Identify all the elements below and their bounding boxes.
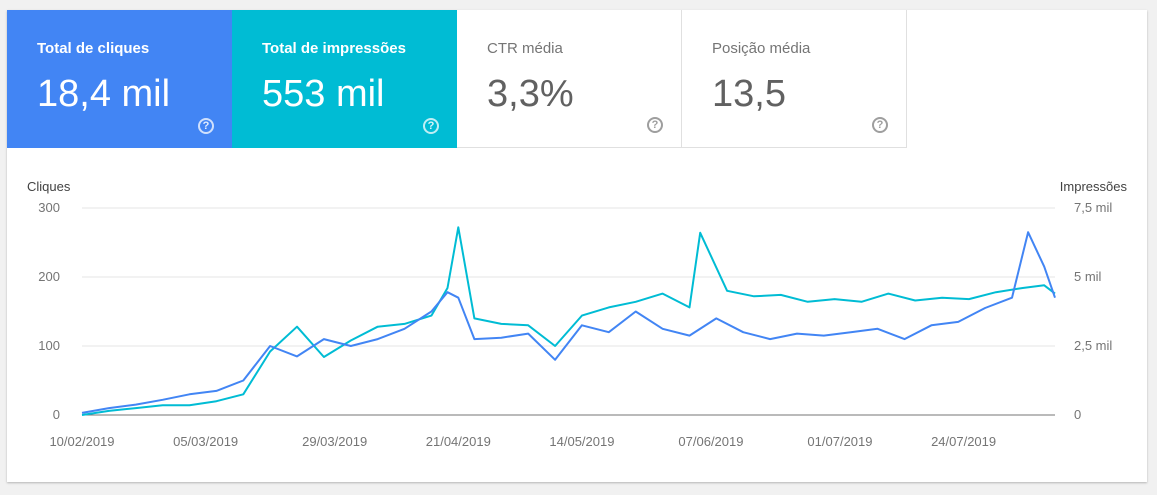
help-icon[interactable]: ? xyxy=(872,117,888,133)
right-tick-label: 0 xyxy=(1074,407,1081,422)
metric-label: Total de cliques xyxy=(37,40,150,57)
metric-card-position[interactable]: Posição média 13,5 ? xyxy=(682,10,907,148)
left-tick-label: 0 xyxy=(53,407,60,422)
series-lines xyxy=(81,226,1056,416)
performance-panel: Total de cliques 18,4 mil ? Total de imp… xyxy=(7,10,1147,482)
right-tick-label: 5 mil xyxy=(1074,269,1102,284)
metric-label: Posição média xyxy=(712,40,811,57)
metric-card-impressions[interactable]: Total de impressões 553 mil ? xyxy=(232,10,457,148)
x-tick-label: 14/05/2019 xyxy=(549,434,614,449)
left-axis-ticks: 0 100 200 300 xyxy=(38,200,60,422)
series-line xyxy=(81,226,1056,416)
metric-label: Total de impressões xyxy=(262,40,406,57)
x-axis-ticks: 10/02/2019 05/03/2019 29/03/2019 21/04/2019… xyxy=(49,434,996,449)
x-tick-label: 07/06/2019 xyxy=(678,434,743,449)
help-icon[interactable]: ? xyxy=(647,117,663,133)
right-tick-label: 2,5 mil xyxy=(1074,338,1112,353)
left-tick-label: 300 xyxy=(38,200,60,215)
x-tick-label: 24/07/2019 xyxy=(931,434,996,449)
metric-card-clicks[interactable]: Total de cliques 18,4 mil ? xyxy=(7,10,232,148)
metric-value: 3,3% xyxy=(487,73,574,115)
gridlines xyxy=(82,207,1055,416)
metric-value: 13,5 xyxy=(712,73,786,115)
performance-chart[interactable]: Cliques Impressões 0 100 200 300 0 2,5 mil 5 … xyxy=(7,10,1147,482)
left-tick-label: 200 xyxy=(38,269,60,284)
left-tick-label: 100 xyxy=(38,338,60,353)
right-axis-ticks: 0 2,5 mil 5 mil 7,5 mil xyxy=(1074,200,1112,422)
x-tick-label: 29/03/2019 xyxy=(302,434,367,449)
x-tick-label: 21/04/2019 xyxy=(426,434,491,449)
x-tick-label: 10/02/2019 xyxy=(49,434,114,449)
help-icon[interactable]: ? xyxy=(423,118,439,134)
metric-label: CTR média xyxy=(487,40,563,57)
metric-value: 553 mil xyxy=(262,73,385,115)
right-axis-title: Impressões xyxy=(1060,179,1128,194)
right-tick-label: 7,5 mil xyxy=(1074,200,1112,215)
metric-card-ctr[interactable]: CTR média 3,3% ? xyxy=(457,10,682,148)
x-tick-label: 01/07/2019 xyxy=(807,434,872,449)
help-icon[interactable]: ? xyxy=(198,118,214,134)
metric-cards: Total de cliques 18,4 mil ? Total de imp… xyxy=(7,10,907,148)
left-axis-title: Cliques xyxy=(27,179,71,194)
metric-value: 18,4 mil xyxy=(37,73,171,115)
series-line xyxy=(81,231,1056,414)
x-tick-label: 05/03/2019 xyxy=(173,434,238,449)
